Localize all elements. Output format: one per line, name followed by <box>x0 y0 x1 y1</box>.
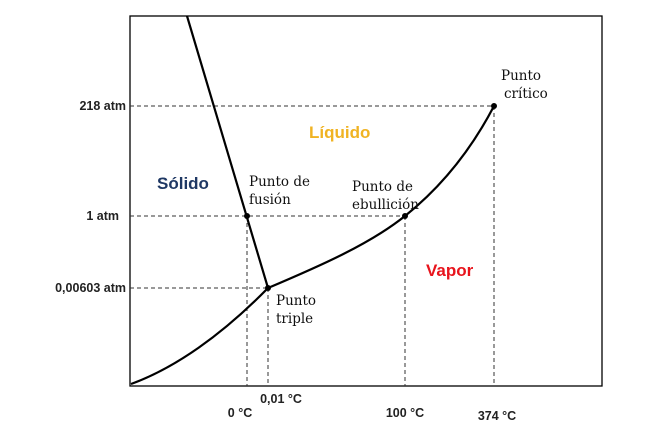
phase-label-solid: Sólido <box>157 174 209 193</box>
y-tick-218-atm: 218 atm <box>79 99 126 113</box>
phase-label-liquid: Líquido <box>309 123 370 142</box>
triple-point-marker <box>265 285 271 291</box>
x-tick-0-01-c: 0,01 °C <box>260 392 302 406</box>
phase-boundaries <box>130 15 495 386</box>
critical-point-label-line1: Punto <box>501 68 541 84</box>
boiling-point-label-line1: Punto de <box>352 179 413 195</box>
guide-lines <box>130 105 495 386</box>
key-points <box>244 103 497 291</box>
boiling-point-marker <box>402 213 408 219</box>
x-axis-labels: 0 °C 0,01 °C 100 °C 374 °C <box>228 392 516 423</box>
fusion-curve <box>185 15 270 289</box>
triple-point-label: Punto triple <box>276 293 320 327</box>
x-tick-374-c: 374 °C <box>478 409 516 423</box>
boiling-point-label-line2: ebullición <box>352 197 419 213</box>
y-tick-0-00603-atm: 0,00603 atm <box>55 281 126 295</box>
fusion-point-label-line1: Punto de <box>249 174 310 190</box>
y-tick-1-atm: 1 atm <box>86 209 119 223</box>
phase-label-vapor: Vapor <box>426 261 474 280</box>
plot-frame <box>129 15 603 387</box>
y-axis-labels: 218 atm 1 atm 0,00603 atm <box>55 99 126 295</box>
critical-point-marker <box>491 103 497 109</box>
critical-point-label: Punto crítico <box>501 68 548 102</box>
fusion-point-label: Punto de fusión <box>249 174 314 208</box>
boiling-point-label: Punto de ebullición <box>352 179 419 213</box>
fusion-point-label-line2: fusión <box>249 192 291 208</box>
point-annotations: Punto crítico Punto de fusión Punto de e… <box>249 68 548 327</box>
triple-point-label-line1: Punto <box>276 293 316 309</box>
sublimation-curve <box>130 287 269 386</box>
phase-labels: Sólido Líquido Vapor <box>157 123 474 280</box>
x-tick-100-c: 100 °C <box>386 406 424 420</box>
x-tick-0-c: 0 °C <box>228 406 252 420</box>
critical-point-label-line2: crítico <box>504 86 548 102</box>
fusion-point-marker <box>244 213 250 219</box>
triple-point-label-line2: triple <box>276 311 313 327</box>
